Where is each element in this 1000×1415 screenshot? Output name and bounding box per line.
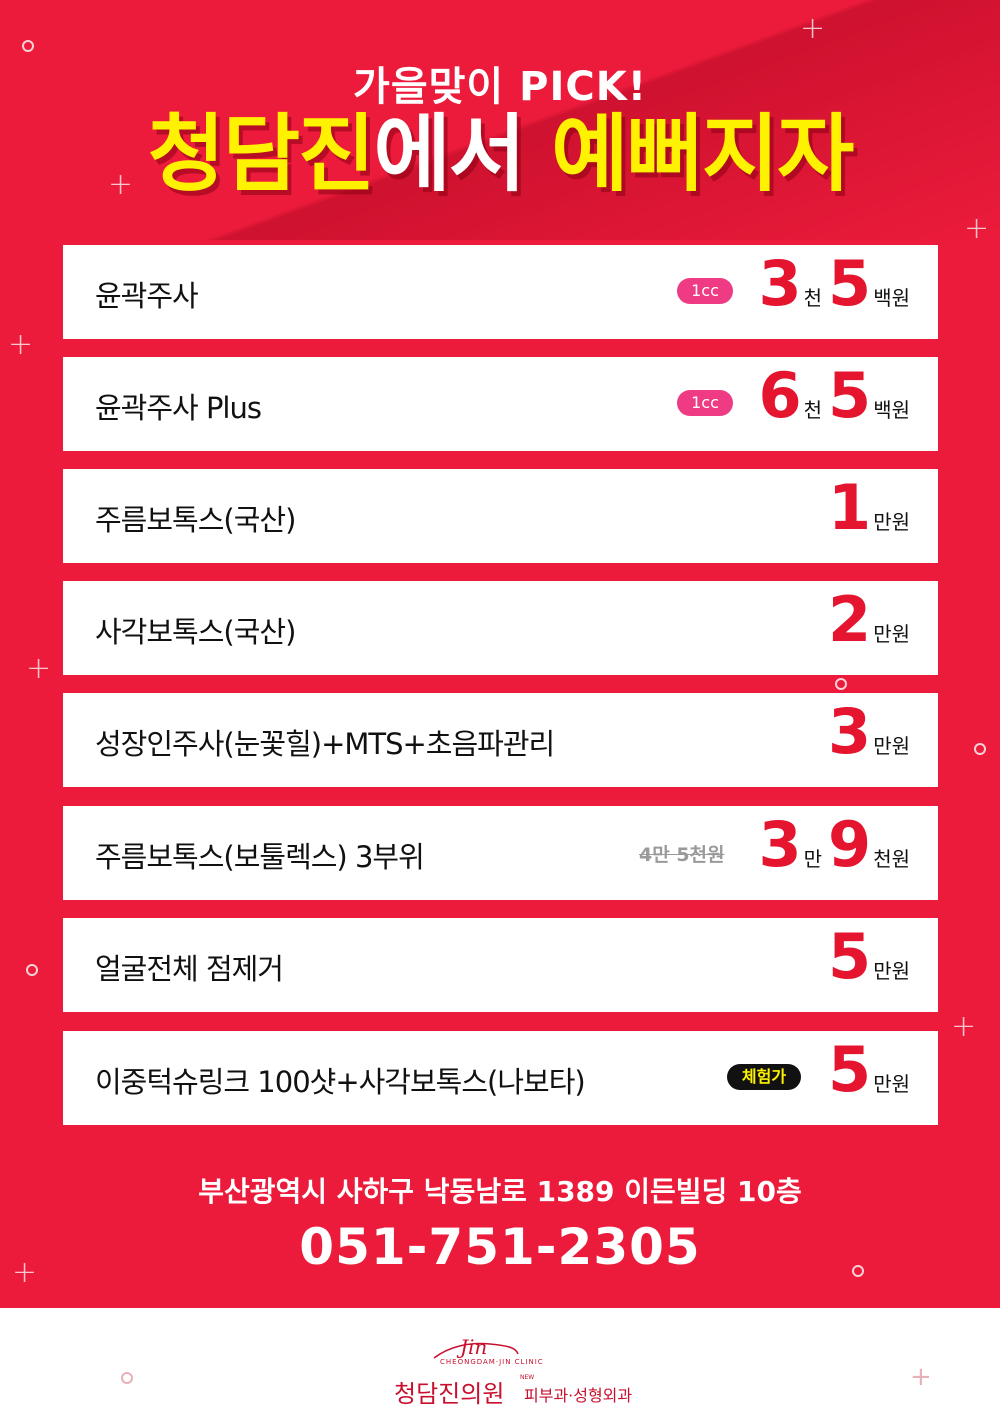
volume-badge: 1cc [677,390,733,416]
price-number: 3 [758,808,802,881]
price-number: 3 [758,247,802,320]
price-unit: 만원 [873,1072,910,1096]
menu-row: 이중턱슈링크 100샷+사각보톡스(나보타) 체험가 5 만원 [63,1031,938,1125]
footer: + Jin CHEONGDAM·JIN CLINIC 청담진의원 NEW 피부과… [0,1308,1000,1415]
price-unit: 천 [803,398,823,422]
treatment-name: 얼굴전체 점제거 [95,952,284,986]
logo-script-text: Jin [456,1335,487,1359]
headline: 청담진에서 예뻐지자 [0,108,1000,200]
treatment-name: 이중턱슈링크 100샷+사각보톡스(나보타) [95,1065,586,1099]
plus-decoration: + [108,167,134,202]
promo-poster: + + + + + + + 가을맞이 PICK! 청담진에서 예뻐지자 윤곽주사… [0,0,1000,1308]
menu-row: 사각보톡스(국산) 2 만원 [63,581,938,675]
headline-particle: 에서 [373,105,526,203]
treatment-name: 윤곽주사 [95,279,199,313]
plus-decoration: + [910,1362,932,1392]
price-number: 1 [828,471,872,544]
treatment-name: 주름보톡스(보툴렉스) 3부위 [95,840,425,874]
price: 3 만원 [828,701,910,763]
original-price: 4만 5천원 [639,844,725,866]
plus-decoration: + [12,1255,38,1290]
ring-decoration [852,1265,864,1277]
clinic-departments: 피부과·성형외과 [524,1386,633,1405]
price: 1 만원 [828,477,910,539]
price-number: 5 [828,1033,872,1106]
treatment-name: 윤곽주사 Plus [95,391,262,425]
ring-decoration [835,678,847,690]
price: 2 만원 [828,589,910,651]
treatment-name: 성장인주사(눈꽃힐)+MTS+초음파관리 [95,727,555,761]
price-unit: 천 [803,286,823,310]
plus-decoration: + [951,1009,977,1044]
plus-decoration: + [8,327,34,362]
price-number: 2 [828,583,872,656]
ring-decoration [121,1372,133,1384]
price-unit: 만원 [873,510,910,534]
ring-decoration [974,743,986,755]
price-unit: 만원 [873,734,910,758]
plus-decoration: + [964,211,990,246]
price-unit: 만원 [873,622,910,646]
price-unit: 백원 [873,398,910,422]
menu-row: 주름보톡스(보툴렉스) 3부위 4만 5천원 3 만9 천원 [63,806,938,900]
menu-row: 윤곽주사 Plus 1cc 6 천5 백원 [63,357,938,451]
trial-price-badge: 체험가 [727,1064,801,1090]
price-unit: 만 [803,847,823,871]
volume-badge: 1cc [677,278,733,304]
phone-number[interactable]: 051-751-2305 [299,1218,701,1276]
treatment-name: 사각보톡스(국산) [95,615,296,649]
new-label: NEW [520,1374,535,1381]
price-number: 6 [758,359,802,432]
headline-brand: 청담진 [147,105,376,203]
price: 5 만원 [828,1039,910,1101]
price: 6 천5 백원 [759,365,911,427]
price-number: 5 [828,247,872,320]
plus-decoration: + [800,11,826,46]
clinic-name: 청담진의원 [394,1380,505,1408]
menu-row: 성장인주사(눈꽃힐)+MTS+초음파관리 3 만원 [63,693,938,787]
kicker-text: 가을맞이 PICK! [353,64,647,110]
treatment-name: 주름보톡스(국산) [95,503,296,537]
price-unit: 천원 [873,847,910,871]
menu-row: 주름보톡스(국산) 1 만원 [63,469,938,563]
headline-slogan: 예뻐지자 [551,105,854,203]
price-number: 9 [828,808,872,881]
plus-decoration: + [26,651,52,686]
price: 5 만원 [828,926,910,988]
price-number: 5 [828,920,872,993]
price-unit: 만원 [873,959,910,983]
price: 3 천5 백원 [759,253,911,315]
ring-decoration [26,964,38,976]
menu-row: 윤곽주사 1cc 3 천5 백원 [63,245,938,339]
menu-row: 얼굴전체 점제거 5 만원 [63,918,938,1012]
logo-subtitle: CHEONGDAM·JIN CLINIC [440,1358,544,1366]
price-number: 5 [828,359,872,432]
price: 3 만9 천원 [759,814,911,876]
clinic-address: 부산광역시 사하구 낙동남로 1389 이든빌딩 10층 [198,1175,802,1208]
diagonal-shadow [0,0,1000,240]
price-number: 3 [828,695,872,768]
price-unit: 백원 [873,286,910,310]
clinic-logo-icon: Jin [433,1335,519,1359]
ring-decoration [22,40,34,52]
